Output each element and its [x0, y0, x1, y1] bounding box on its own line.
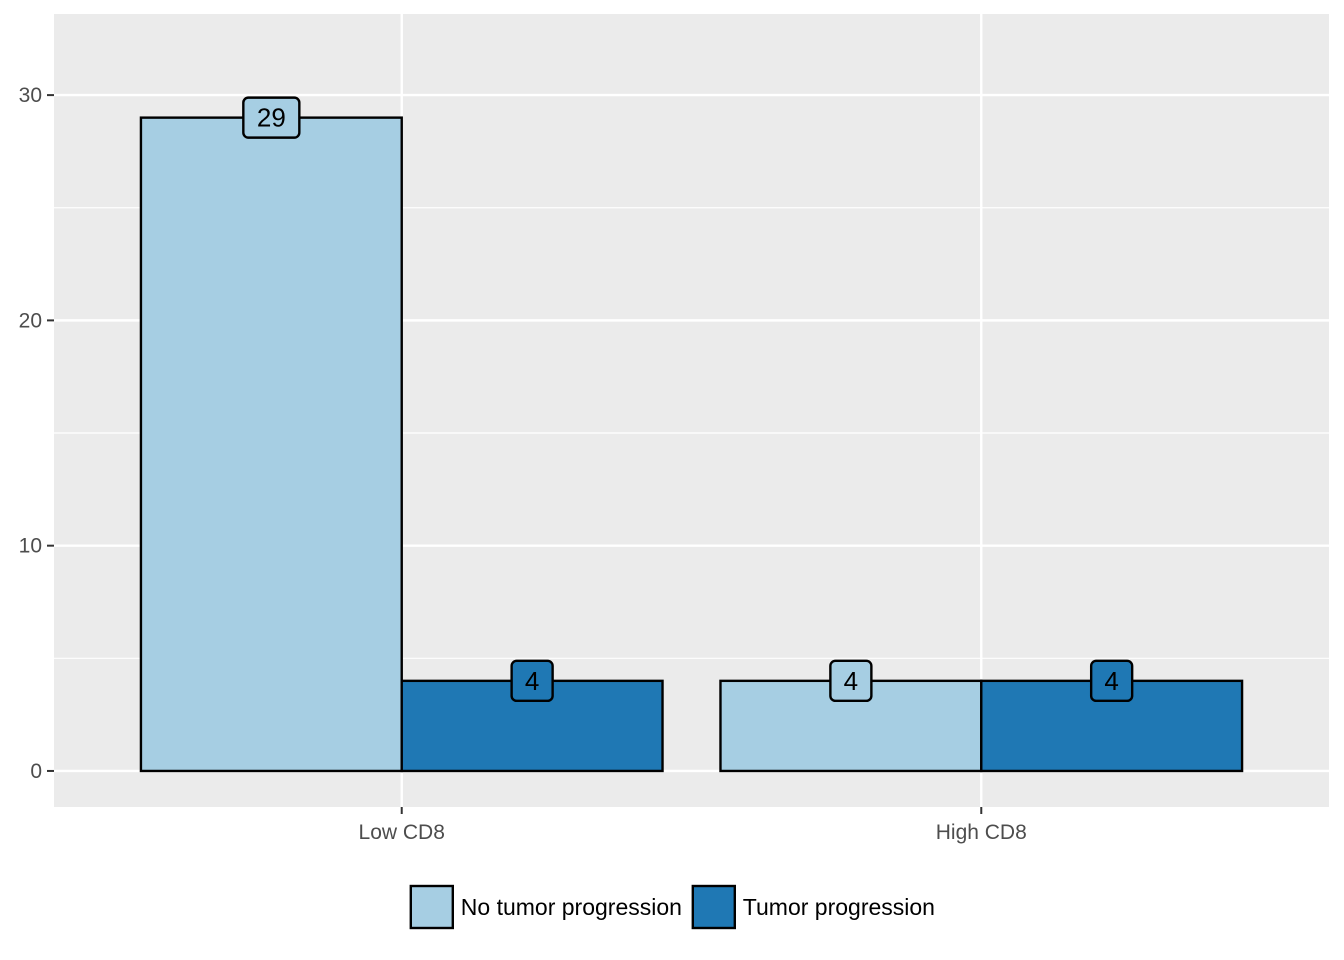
x-tick-label: Low CD8 [359, 821, 445, 844]
x-tick-label: High CD8 [936, 821, 1027, 844]
bar-value-labels: 29 4 4 4 [242, 96, 1134, 703]
legend-key [691, 884, 736, 930]
y-tick-label: 10 [19, 535, 42, 558]
legend-label: Tumor progression [743, 894, 935, 920]
data-label-box [1089, 659, 1134, 703]
legend-key [409, 884, 454, 930]
y-tick-label: 20 [19, 309, 42, 332]
data-label: 4 [844, 666, 858, 696]
data-label: 4 [525, 666, 539, 696]
legend-label: No tumor progression [461, 894, 682, 920]
data-label: 29 [257, 103, 286, 133]
x-axis: Low CD8 High CD8 [359, 807, 1027, 844]
legend: No tumor progression Tumor progression [409, 884, 935, 930]
data-label: 4 [1104, 666, 1118, 696]
data-label-box [510, 659, 554, 703]
data-label-box [242, 96, 301, 139]
bar [139, 116, 403, 773]
y-tick-label: 0 [30, 760, 42, 783]
data-label-box [829, 659, 873, 703]
y-tick-label: 30 [19, 84, 42, 107]
y-axis: 0 10 20 30 [19, 84, 54, 783]
